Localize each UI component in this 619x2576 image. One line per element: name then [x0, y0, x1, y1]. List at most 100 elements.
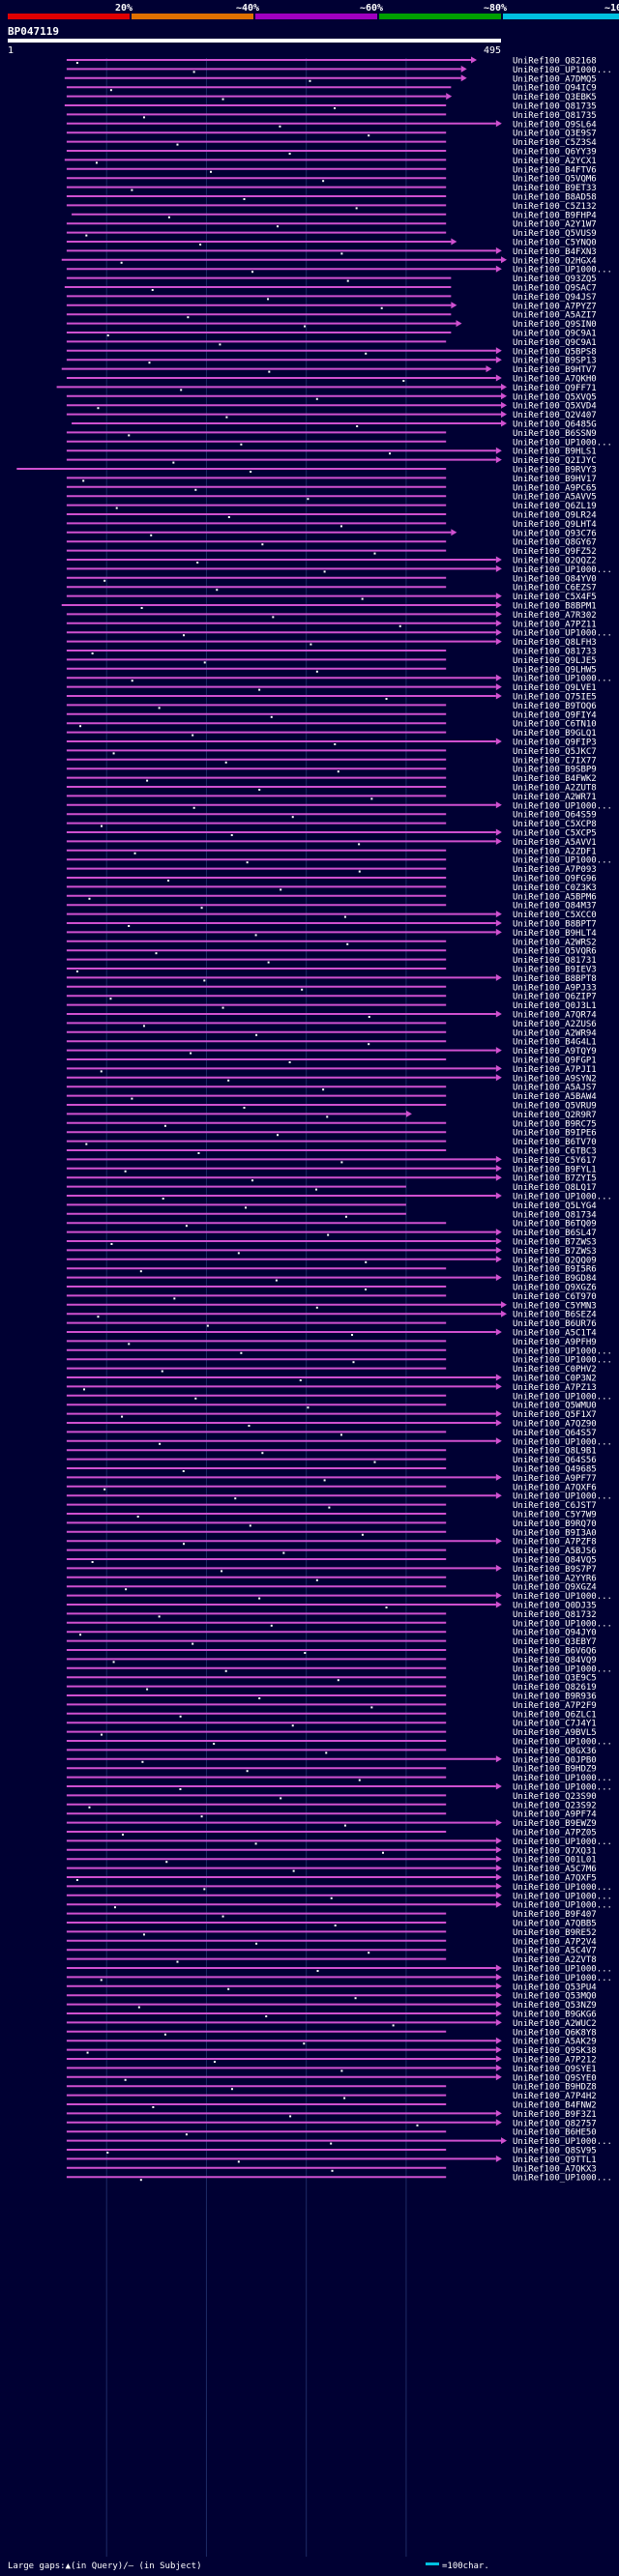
hit-label[interactable]: UniRef100_A7QZ90	[513, 1420, 597, 1430]
hit-label[interactable]: UniRef100_UP1000...	[513, 266, 612, 275]
hit-row[interactable]: UniRef100_A7PZ11	[66, 620, 597, 629]
hit-label[interactable]: UniRef100_A5C7M6	[513, 1865, 597, 1874]
hit-row[interactable]: UniRef100_B9F3Z1	[66, 2109, 597, 2120]
hit-label[interactable]: UniRef100_Q23S90	[513, 1792, 597, 1802]
hit-label[interactable]: UniRef100_Q9XGZ4	[513, 1583, 597, 1593]
hit-row[interactable]: UniRef100_Q9XGZ4	[66, 1583, 597, 1593]
hit-label[interactable]: UniRef100_UP1000...	[513, 1892, 612, 1901]
hit-row[interactable]: UniRef100_UP1000...	[66, 265, 612, 275]
hit-label[interactable]: UniRef100_B9GKG6	[513, 2011, 597, 2020]
hit-label[interactable]: UniRef100_B9HDZ8	[513, 2083, 597, 2093]
hit-label[interactable]: UniRef100_A2ZDF1	[513, 847, 597, 856]
hit-label[interactable]: UniRef100_UP1000...	[513, 1974, 612, 1983]
hit-label[interactable]: UniRef100_B4FWK2	[513, 774, 597, 784]
hit-row[interactable]: UniRef100_B7ZWS3	[66, 1246, 597, 1257]
hit-row[interactable]: UniRef100_UP1000...	[66, 1356, 612, 1366]
hit-row[interactable]: UniRef100_Q0JPB0	[66, 1755, 597, 1765]
hit-label[interactable]: UniRef100_C5Y617	[513, 1156, 597, 1166]
hit-label[interactable]: UniRef100_Q5VRU9	[513, 1102, 597, 1112]
hit-row[interactable]: UniRef100_UP1000...	[66, 1782, 612, 1793]
hit-label[interactable]: UniRef100_Q8LQ17	[513, 1183, 597, 1193]
hit-row[interactable]: UniRef100_B8AD58	[66, 193, 597, 203]
hit-label[interactable]: UniRef100_B9F3Z1	[513, 2110, 597, 2120]
hit-row[interactable]: UniRef100_B6V6Q6	[66, 1647, 597, 1657]
hit-row[interactable]: UniRef100_Q82619	[66, 1683, 597, 1693]
hit-label[interactable]: UniRef100_Q82757	[513, 2119, 597, 2128]
hit-row[interactable]: UniRef100_Q81735	[64, 102, 597, 112]
hit-row[interactable]: UniRef100_Q84VQ5	[66, 1556, 597, 1566]
hit-row[interactable]: UniRef100_B6TV70	[66, 1138, 597, 1147]
hit-row[interactable]: UniRef100_Q0J3L1	[66, 1001, 597, 1011]
hit-row[interactable]: UniRef100_B9HTV7	[61, 365, 597, 375]
hit-row[interactable]: UniRef100_B9FYL1	[66, 1165, 597, 1174]
hit-row[interactable]: UniRef100_Q3EBY7	[66, 1637, 597, 1647]
hit-label[interactable]: UniRef100_Q84VQ9	[513, 1656, 597, 1665]
hit-label[interactable]: UniRef100_B9RQ70	[513, 1520, 597, 1529]
hit-label[interactable]: UniRef100_A2WR94	[513, 1028, 597, 1038]
hit-row[interactable]: UniRef100_Q81731	[66, 956, 597, 966]
hit-label[interactable]: UniRef100_C5Z132	[513, 202, 597, 212]
hit-row[interactable]: UniRef100_A7R302	[66, 610, 597, 621]
hit-row[interactable]: UniRef100_Q93ZQ5	[66, 275, 597, 284]
hit-label[interactable]: UniRef100_B8BPM1	[513, 602, 597, 612]
hit-row[interactable]: UniRef100_B6UR76	[66, 1319, 597, 1329]
hit-row[interactable]: UniRef100_UP1000...	[66, 1592, 612, 1602]
hit-row[interactable]: UniRef100_B9ET33	[66, 184, 597, 193]
hit-label[interactable]: UniRef100_B9I3A0	[513, 1528, 597, 1538]
hit-label[interactable]: UniRef100_Q5JKC7	[513, 747, 597, 757]
hit-label[interactable]: UniRef100_Q64S56	[513, 1456, 597, 1465]
hit-row[interactable]: UniRef100_B9HLT4	[66, 928, 597, 939]
hit-label[interactable]: UniRef100_A7QKH0	[513, 375, 597, 385]
hit-row[interactable]: UniRef100_A7QXF5	[66, 1873, 597, 1884]
hit-row[interactable]: UniRef100_UP1000...	[66, 1437, 612, 1447]
hit-row[interactable]: UniRef100_A2WR94	[66, 1028, 597, 1038]
hit-label[interactable]: UniRef100_Q84VQ5	[513, 1556, 597, 1566]
hit-row[interactable]: UniRef100_Q8LQ17	[66, 1183, 597, 1193]
hit-label[interactable]: UniRef100_B6SL47	[513, 1229, 597, 1238]
hit-row[interactable]: UniRef100_B9HV17	[66, 475, 597, 484]
hit-label[interactable]: UniRef100_Q9SYE0	[513, 2073, 597, 2083]
hit-label[interactable]: UniRef100_Q94IC9	[513, 84, 597, 94]
hit-row[interactable]: UniRef100_UP1000...	[66, 1882, 612, 1893]
hit-label[interactable]: UniRef100_UP1000...	[513, 1592, 612, 1602]
hit-label[interactable]: UniRef100_B9ET33	[513, 184, 597, 193]
hit-row[interactable]: UniRef100_Q9SK38	[66, 2046, 597, 2056]
hit-label[interactable]: UniRef100_C5XCP5	[513, 829, 597, 839]
hit-row[interactable]: UniRef100_Q2QQZ2	[66, 556, 597, 566]
hit-row[interactable]: UniRef100_B6SSN9	[66, 429, 597, 439]
hit-label[interactable]: UniRef100_A7QXF5	[513, 1874, 597, 1884]
hit-label[interactable]: UniRef100_B9HTV7	[513, 365, 597, 375]
hit-row[interactable]: UniRef100_UP1000...	[66, 1774, 612, 1783]
hit-row[interactable]: UniRef100_A9SYN2	[66, 1074, 597, 1084]
hit-row[interactable]: UniRef100_Q8SV95	[66, 2147, 597, 2156]
hit-label[interactable]: UniRef100_UP1000...	[513, 675, 612, 684]
hit-row[interactable]: UniRef100_Q9FIP3	[66, 738, 597, 748]
hit-label[interactable]: UniRef100_B9TOQ6	[513, 702, 597, 711]
hit-label[interactable]: UniRef100_B9I5R6	[513, 1265, 597, 1275]
hit-label[interactable]: UniRef100_Q5VQM6	[513, 175, 597, 185]
hit-label[interactable]: UniRef100_Q0J3L1	[513, 1001, 597, 1011]
hit-label[interactable]: UniRef100_Q9LJE5	[513, 656, 597, 666]
hit-label[interactable]: UniRef100_A9PF77	[513, 1474, 597, 1484]
hit-row[interactable]: UniRef100_Q5WMU0	[66, 1402, 597, 1411]
hit-row[interactable]: UniRef100_A9TQY9	[66, 1047, 597, 1056]
hit-row[interactable]: UniRef100_A5AJS7	[66, 1084, 597, 1093]
hit-label[interactable]: UniRef100_Q6YY39	[513, 148, 597, 158]
hit-label[interactable]: UniRef100_B8AD58	[513, 193, 597, 203]
hit-label[interactable]: UniRef100_Q53MQ0	[513, 1992, 597, 2002]
hit-row[interactable]: UniRef100_UP1000...	[66, 1837, 612, 1847]
hit-label[interactable]: UniRef100_Q81735	[513, 102, 597, 112]
hit-label[interactable]: UniRef100_A7QXF6	[513, 1483, 597, 1492]
hit-label[interactable]: UniRef100_A7P212	[513, 2056, 597, 2066]
hit-label[interactable]: UniRef100_UP1000...	[513, 801, 612, 811]
hit-row[interactable]: UniRef100_A7P4H2	[66, 2092, 597, 2101]
hit-label[interactable]: UniRef100_A7QBB5	[513, 1920, 597, 1929]
hit-label[interactable]: UniRef100_C5X4F5	[513, 593, 597, 602]
hit-row[interactable]: UniRef100_Q9FF71	[56, 383, 597, 393]
hit-row[interactable]: UniRef100_A2Y1W7	[66, 220, 597, 230]
hit-row[interactable]: UniRef100_A5BAW4	[66, 1092, 597, 1102]
hit-row[interactable]: UniRef100_Q5JKC7	[66, 747, 597, 757]
hit-row[interactable]: UniRef100_Q3E9S7	[66, 130, 597, 139]
hit-row[interactable]: UniRef100_B9RC75	[66, 1119, 597, 1129]
hit-label[interactable]: UniRef100_Q5VQR6	[513, 947, 597, 957]
